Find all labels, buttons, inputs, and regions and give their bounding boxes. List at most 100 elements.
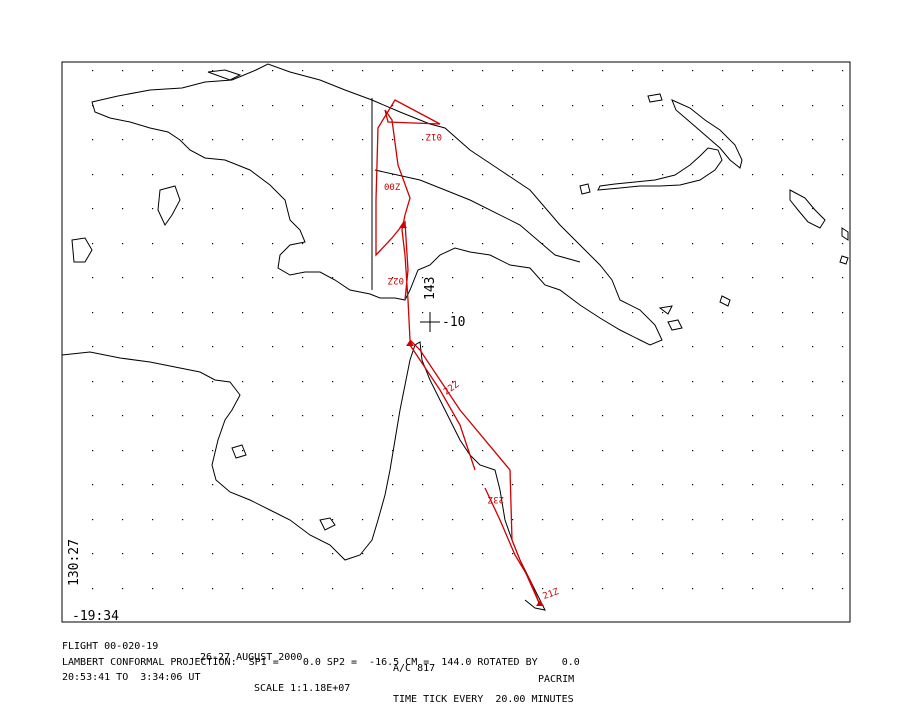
aircraft-id: A/C 817 [393,663,436,674]
grid-dot [662,243,664,245]
grid-dot [122,174,124,176]
grid-dot [422,208,424,210]
grid-dot [332,588,334,590]
grid-dot [752,553,754,555]
grid-dot [602,450,604,452]
grid-dot [242,588,244,590]
grid-dot [182,139,184,141]
grid-dot [392,139,394,141]
grid-dot [92,450,94,452]
grid-dot [722,70,724,72]
grid-dot [272,70,274,72]
track-marker [406,340,414,346]
grid-dot [482,105,484,107]
grid-dot [542,70,544,72]
grid-dot [812,415,814,417]
grid-dot [782,484,784,486]
grid-dot [392,70,394,72]
grid-dot [842,450,844,452]
grid-dot [692,105,694,107]
grid-dot [152,519,154,521]
corner-lat-label: -19:34 [72,609,119,624]
grid-dot [692,519,694,521]
grid-dot [212,346,214,348]
grid-dot [542,346,544,348]
grid-dot [182,381,184,383]
grid-dot [212,174,214,176]
grid-dot [482,588,484,590]
grid-dot [92,208,94,210]
grid-dot [722,519,724,521]
grid-dot [212,519,214,521]
grid-dot [242,519,244,521]
grid-dot [692,70,694,72]
grid-dot [302,415,304,417]
grid-dot [782,588,784,590]
grid-dot [242,243,244,245]
grid-dot [632,450,634,452]
grid-dot [722,588,724,590]
grid-dot [92,588,94,590]
grid-dot [842,312,844,314]
grid-dot [272,346,274,348]
grid-dot [782,381,784,383]
grid-dot [512,450,514,452]
grid-dot [722,415,724,417]
grid-dot [452,312,454,314]
grid-dot [272,450,274,452]
grid-dot [812,381,814,383]
grid-dot [542,588,544,590]
grid-dot [452,208,454,210]
grid-dot [572,415,574,417]
grid-dot [302,484,304,486]
grid-dot [602,312,604,314]
grid-dot [272,415,274,417]
grid-dot [452,450,454,452]
grid-dot [542,519,544,521]
grid-dot [152,450,154,452]
grid-dot [392,105,394,107]
grid-dot [272,243,274,245]
grid-dot [332,553,334,555]
grid-dot [212,588,214,590]
grid-dot [362,174,364,176]
grid-dot [152,346,154,348]
grid-dot [662,139,664,141]
grid-dot [782,70,784,72]
island [839,255,849,265]
grid-dot [812,588,814,590]
grid-dot [512,312,514,314]
grid-dot [602,415,604,417]
center-marker [420,312,440,332]
grid-dot [482,381,484,383]
grid-dot [572,450,574,452]
grid-dot [122,208,124,210]
grid-dot [572,519,574,521]
footer-line-1: FLIGHT 00-020-19 26-27 AUGUST 2000 A/C 8… [62,630,574,685]
island [647,93,663,103]
grid-dot [722,450,724,452]
grid-dot [452,553,454,555]
grid-dot [182,70,184,72]
grid-dot [662,588,664,590]
grid-dot [212,381,214,383]
grid-dot [632,381,634,383]
grid-dot [572,105,574,107]
grid-dot [512,139,514,141]
grid-dot [272,312,274,314]
grid-dot [212,484,214,486]
grid-dot [812,277,814,279]
grid-dot [242,346,244,348]
grid-dot [752,208,754,210]
grid-dot [212,312,214,314]
grid-dot [272,208,274,210]
grid-dot [692,381,694,383]
grid-dot [392,277,394,279]
grid-dot [482,277,484,279]
grid-dot [302,70,304,72]
grid-dot [662,174,664,176]
grid-dot [182,312,184,314]
grid-dot [602,346,604,348]
grid-dot [632,139,634,141]
grid-dot [152,415,154,417]
